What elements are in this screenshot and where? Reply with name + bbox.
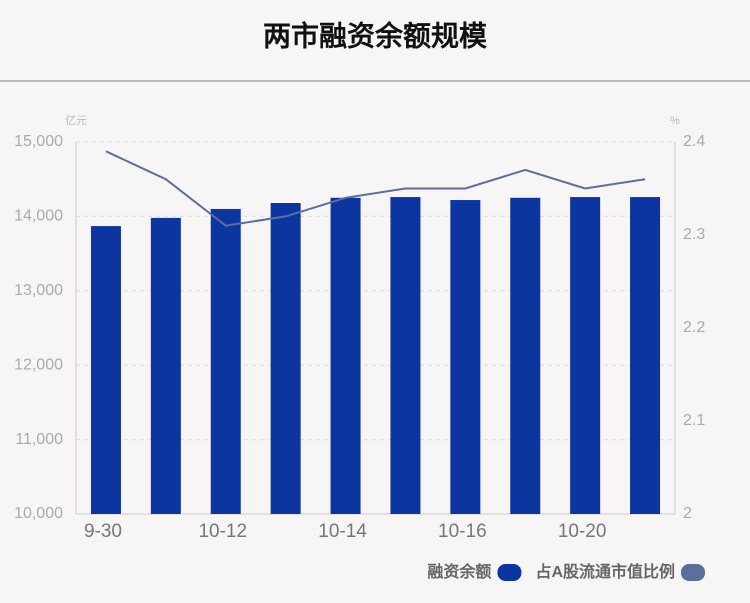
bar — [390, 197, 421, 514]
line — [105, 150, 646, 227]
y2-tick-label: 2.2 — [683, 319, 705, 336]
y-tick-label: 11,000 — [15, 431, 63, 448]
y2-tick-label: 2 — [683, 505, 692, 522]
y-tick-label: 14,000 — [14, 208, 63, 225]
bar — [330, 197, 361, 515]
x-tick-label: 10-16 — [438, 521, 487, 542]
bar — [90, 226, 121, 514]
y-tick-label: 13,000 — [14, 282, 63, 299]
bar — [210, 208, 241, 514]
y-unit: 亿元 — [65, 114, 87, 127]
legend-swatch — [497, 564, 522, 581]
bar — [630, 197, 661, 514]
y2-unit: % — [670, 115, 680, 127]
y2-tick-label: 2.1 — [683, 412, 705, 429]
bar — [450, 200, 481, 515]
legend-label: 占A股流通市值比例 — [535, 562, 675, 581]
x-tick-label: 10-12 — [198, 521, 247, 542]
y-tick-label: 10,000 — [14, 505, 63, 522]
legend-swatch — [681, 564, 705, 581]
y-tick-label: 15,000 — [14, 133, 63, 150]
bar — [570, 197, 601, 514]
bar — [510, 197, 541, 515]
y2-tick-label: 2.3 — [683, 226, 705, 243]
bar — [270, 203, 301, 514]
x-tick-label: 10-14 — [318, 521, 367, 542]
x-tick-label: 9-30 — [84, 521, 122, 542]
chart-title: 两市融资余额规模 — [263, 19, 488, 51]
bar — [150, 217, 181, 514]
y2-tick-label: 2.4 — [683, 133, 705, 150]
x-tick-label: 10-20 — [558, 521, 607, 542]
legend-label: 融资余额 — [427, 562, 491, 581]
y-tick-label: 12,000 — [14, 356, 63, 373]
